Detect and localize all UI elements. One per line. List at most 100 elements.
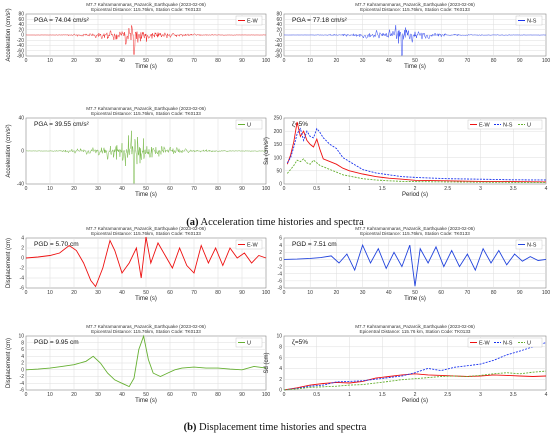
x-tick-label: 40 [386, 290, 392, 296]
caption-b: (b) Displacement time histories and spec… [0, 422, 550, 433]
y-tick-label: 60 [18, 17, 24, 23]
x-tick-label: 20 [334, 58, 340, 64]
series-line-U [25, 130, 266, 184]
chart-disp-ew: 0 10 20 30 40 50 60 70 80 90 100 -6 -4 -2 0 2 4 Time (s) D… [6, 226, 270, 302]
caption-b-text: Displacement time histories and spectra [199, 422, 367, 433]
chart-title: M7.7 Kahramanmaras_Pazarcik_Earthquake (… [355, 226, 475, 231]
x-tick-label: 60 [167, 186, 173, 192]
chart-subtitle: Epicentral Distance: 115.76km, Station C… [91, 231, 201, 236]
y-tick-label: -6 [20, 286, 25, 292]
y-tick-label: 2 [21, 246, 24, 252]
y-tick-label: 4 [279, 243, 282, 249]
x-axis-label: Time (s) [135, 398, 157, 404]
series-line-U [25, 334, 267, 388]
y-tick-label: 40 [18, 116, 24, 122]
x-tick-label: 1 [348, 186, 351, 192]
x-tick-label: 80 [491, 58, 497, 64]
y-tick-label: 200 [274, 129, 283, 135]
chart-title: M7.7 Kahramanmaras_Pazarcik_Earthquake (… [86, 2, 206, 7]
x-tick-label: 30 [95, 58, 101, 64]
x-tick-label: 10 [47, 58, 53, 64]
y-tick-label: 0 [279, 33, 282, 39]
x-tick-label: 20 [334, 290, 340, 296]
x-tick-label: 70 [191, 58, 197, 64]
x-tick-label: 100 [542, 290, 550, 296]
x-tick-label: 80 [215, 186, 221, 192]
y-tick-label: 0 [21, 256, 24, 262]
x-tick-label: 1.5 [379, 392, 386, 398]
x-tick-label: 20 [71, 392, 77, 398]
x-axis-label: Period (s) [402, 398, 428, 404]
y-tick-label: 6 [279, 236, 282, 242]
legend [467, 337, 543, 348]
legend [467, 119, 543, 130]
x-tick-label: 90 [239, 58, 245, 64]
legend [235, 239, 263, 250]
series-line-U [286, 158, 546, 183]
x-tick-label: 80 [215, 290, 221, 296]
y-tick-label: 20 [276, 27, 282, 33]
y-tick-label: 250 [274, 116, 283, 122]
y-tick-label: -4 [278, 271, 283, 277]
series-line-E-W [25, 25, 267, 55]
legend-label-N-S: N-S [527, 243, 537, 249]
x-tick-label: 0 [25, 58, 28, 64]
series-line-E-W [283, 373, 547, 391]
chart-annotation: PGD = 7.51 cm [292, 241, 337, 248]
x-axis-label: Time (s) [135, 64, 157, 70]
x-tick-label: 0 [283, 392, 286, 398]
x-tick-label: 10 [47, 290, 53, 296]
y-axis-label: Acceleration (cm/s²) [6, 8, 12, 61]
x-tick-label: 0 [283, 186, 286, 192]
legend-label-E-W: E-W [247, 243, 259, 249]
y-tick-label: -40 [17, 182, 24, 188]
x-tick-label: 1 [348, 392, 351, 398]
x-tick-label: 80 [215, 58, 221, 64]
y-tick-label: -80 [275, 54, 282, 60]
y-axis-label: Acceleration (cm/s²) [6, 124, 12, 177]
chart-subtitle: Epicentral Distance: 115.76km, Station C… [360, 231, 470, 236]
x-tick-label: 60 [167, 392, 173, 398]
series-line-E-W [25, 236, 267, 288]
x-tick-label: 90 [239, 186, 245, 192]
chart-disp-sd: 0 0.5 1 1.5 2 2.5 3 3.5 4 0 2 4 6 8 10 Period (s) Sd (cm… [264, 324, 548, 404]
x-tick-label: 0.5 [313, 392, 320, 398]
y-tick-label: -6 [20, 388, 25, 394]
y-tick-label: -2 [20, 266, 25, 272]
series-line-N-S [284, 25, 547, 56]
x-tick-label: 0 [283, 290, 286, 296]
legend-label-N-S: N-S [503, 123, 513, 129]
chart-acc-ew: 0 10 20 30 40 50 60 70 80 90 100-80-60-40-20020406… [6, 2, 270, 70]
series-line-U [283, 370, 547, 391]
x-tick-label: 3.5 [510, 392, 517, 398]
y-tick-label: 4 [21, 354, 24, 360]
x-tick-label: 70 [191, 392, 197, 398]
chart-annotation: PGA = 39.55 cm/s² [34, 121, 90, 128]
chart-disp-ud: 0 10 20 30 40 50 60 70 80 90 100-6-4-20246810Time … [6, 324, 270, 404]
y-tick-label: 50 [276, 169, 282, 175]
y-tick-label: 80 [276, 12, 282, 18]
chart-acc-sa: 0 0.5 1 1.5 2 2.5 3 3.5 4 0 50 100 150 200 250 Period (… [264, 116, 548, 198]
y-tick-label: 2 [279, 377, 282, 383]
x-tick-label: 80 [215, 392, 221, 398]
y-axis-label: Sa (cm/s²) [264, 137, 270, 165]
chart-annotation: ζ=5% [292, 121, 308, 128]
chart-annotation: PGD = 5.70 cm [34, 241, 79, 248]
legend-label-E-W: E-W [479, 341, 491, 347]
y-tick-label: 4 [21, 236, 24, 242]
x-tick-label: 30 [360, 58, 366, 64]
chart-subtitle: Epicentral Distance: 115.76km, Station C… [360, 7, 470, 12]
series-line-N-S [286, 127, 547, 181]
x-tick-label: 0 [25, 186, 28, 192]
x-tick-label: 70 [191, 290, 197, 296]
x-tick-label: 4 [545, 186, 548, 192]
caption-a-text: Acceleration time histories and spectra [200, 217, 364, 228]
x-tick-label: 0 [25, 392, 28, 398]
y-tick-label: 0 [279, 257, 282, 263]
x-tick-label: 90 [517, 58, 523, 64]
chart-annotation: PGA = 77.18 cm/s² [292, 17, 348, 24]
y-tick-label: 40 [276, 22, 282, 28]
y-tick-label: 150 [274, 142, 283, 148]
chart-acc-ns: 0 10 20 30 40 50 60 70 80 90 100-80-60-40-20020406… [275, 2, 550, 70]
